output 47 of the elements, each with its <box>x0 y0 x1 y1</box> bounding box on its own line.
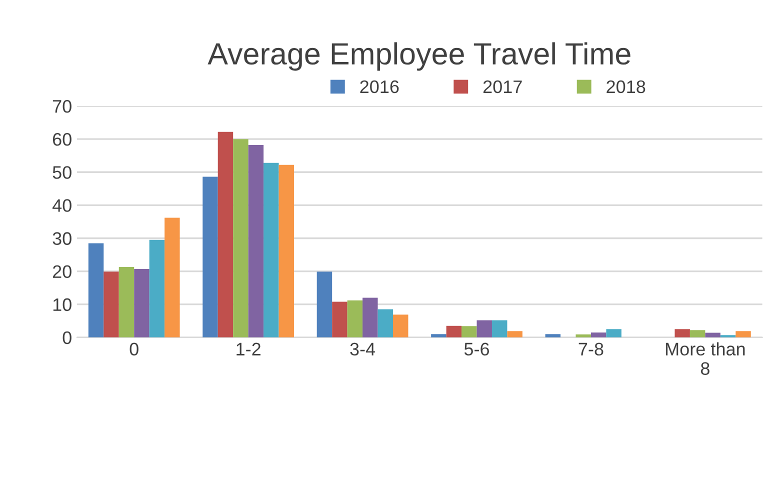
bar <box>462 326 477 338</box>
bar <box>164 218 180 338</box>
bar <box>507 331 522 338</box>
y-tick-label: 20 <box>52 265 72 278</box>
bar <box>606 329 622 338</box>
x-tick-label: 1-2 <box>236 342 260 356</box>
bar <box>690 330 706 338</box>
bar <box>149 240 165 338</box>
y-tick-label: 0 <box>62 331 72 344</box>
x-tick-label: 5-6 <box>464 342 490 356</box>
bar <box>332 302 348 338</box>
bar <box>118 267 134 338</box>
bar <box>88 243 104 338</box>
bar <box>218 132 234 338</box>
legend-label: 2018 <box>606 80 646 94</box>
bar <box>393 314 408 338</box>
bar <box>378 309 393 338</box>
bar <box>347 300 363 338</box>
bar <box>674 329 690 338</box>
legend-label: 2017 <box>483 80 522 94</box>
chart-title: Average Employee Travel Time <box>208 42 630 71</box>
bar <box>104 272 119 338</box>
legend-label: 2016 <box>360 80 399 94</box>
bar <box>431 334 446 338</box>
x-tick-label: 3-4 <box>350 342 376 356</box>
y-tick-label: 40 <box>52 199 72 212</box>
x-tick-label: More than 8 <box>666 342 745 375</box>
bar <box>476 320 492 338</box>
bar <box>362 298 378 338</box>
bar <box>248 145 264 338</box>
bar <box>134 268 150 338</box>
y-tick-label: 30 <box>52 232 72 245</box>
bar <box>202 176 218 338</box>
bar <box>316 272 332 338</box>
y-tick-label: 50 <box>52 166 72 179</box>
bar <box>545 334 561 338</box>
x-tick-label: 7-8 <box>578 342 604 356</box>
bar <box>446 326 462 338</box>
x-tick-label: 0 <box>130 342 138 356</box>
y-tick-label: 60 <box>52 133 72 146</box>
bar <box>492 320 508 338</box>
y-tick-label: 10 <box>53 298 72 312</box>
bar <box>233 139 248 338</box>
bar <box>264 162 279 338</box>
y-tick-label: 70 <box>52 100 72 113</box>
bar <box>736 331 751 338</box>
bar <box>278 164 294 338</box>
